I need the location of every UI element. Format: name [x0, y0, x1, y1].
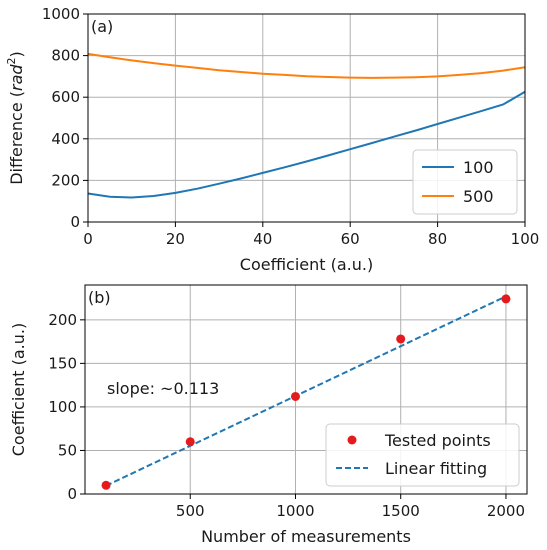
top-x-ticks: 0 20 40 60 80 100: [83, 222, 539, 248]
y-tick-label-0: 0: [67, 485, 77, 503]
series-line-500: [87, 52, 526, 79]
y-tick-label-600: 600: [51, 88, 80, 106]
bottom-fit-line: [105, 295, 507, 487]
y-tick-label-1000: 1000: [42, 5, 80, 23]
top-panel-label: (a): [91, 17, 113, 36]
bottom-y-ticks: 0 50 100 150 200: [48, 311, 85, 503]
y-tick-label-200: 200: [48, 311, 77, 329]
data-point-500: [185, 437, 195, 447]
top-y-axis-label: Difference (rad2): [5, 51, 26, 185]
legend-label-500: 500: [463, 187, 494, 206]
y-tick-label-400: 400: [51, 130, 80, 148]
x-tick-label-100: 100: [511, 230, 540, 248]
slope-annotation: slope: ~0.113: [107, 379, 219, 398]
legend-label-100: 100: [463, 158, 494, 177]
y-tick-label-200: 200: [51, 171, 80, 189]
chart-bottom: 500 1000 1500 2000 0 50 100 150 200 (b) slope: …: [9, 284, 528, 546]
bottom-points: [101, 294, 511, 490]
x-tick-label-60: 60: [341, 230, 360, 248]
top-series: [87, 52, 526, 199]
bottom-x-ticks: 500 1000 1500 2000: [176, 494, 525, 520]
legend-label-tested-points: Tested points: [384, 431, 491, 450]
bottom-plot-frame: [84, 284, 528, 495]
data-point-100: [101, 480, 111, 490]
x-tick-label-40: 40: [253, 230, 272, 248]
legend-marker-tested-points: [347, 435, 357, 445]
bottom-legend-box: [325, 423, 520, 487]
legend-label-linear-fitting: Linear fitting: [385, 459, 487, 478]
data-point-1000: [290, 391, 300, 401]
top-x-axis-label: Coefficient (a.u.): [240, 255, 373, 274]
data-point-2000: [501, 294, 511, 304]
x-tick-label-0: 0: [83, 230, 93, 248]
top-y-axis-label-main: Difference (: [7, 91, 26, 185]
top-y-ticks: 0 200 400 600 800 1000: [42, 5, 88, 231]
bottom-panel-label: (b): [88, 288, 111, 307]
x-tick-label-500: 500: [176, 502, 205, 520]
bottom-legend: Tested points Linear fitting: [325, 423, 520, 487]
x-tick-label-1500: 1500: [382, 502, 420, 520]
data-point-1500: [396, 334, 406, 344]
x-tick-label-1000: 1000: [276, 502, 314, 520]
top-y-axis-label-sup: 2: [5, 57, 18, 64]
y-tick-label-100: 100: [48, 398, 77, 416]
series-line-100: [87, 90, 526, 199]
x-tick-label-2000: 2000: [487, 502, 525, 520]
top-y-axis-label-close: ): [7, 51, 26, 57]
bottom-y-axis-label: Coefficient (a.u.): [9, 323, 28, 456]
top-y-axis-label-unit: rad: [7, 64, 26, 91]
y-tick-label-0: 0: [70, 213, 80, 231]
linear-fit-line: [105, 295, 507, 487]
y-tick-label-150: 150: [48, 354, 77, 372]
x-tick-label-20: 20: [166, 230, 185, 248]
x-tick-label-80: 80: [428, 230, 447, 248]
chart-top: 0 20 40 60 80 100 0 200 400 600 800 1000 (a) Coeff…: [5, 5, 539, 274]
bottom-x-axis-label: Number of measurements: [201, 527, 411, 546]
y-tick-label-50: 50: [58, 441, 77, 459]
top-plot-frame: [87, 13, 526, 223]
y-tick-label-800: 800: [51, 47, 80, 65]
top-legend: 100 500: [412, 149, 518, 215]
